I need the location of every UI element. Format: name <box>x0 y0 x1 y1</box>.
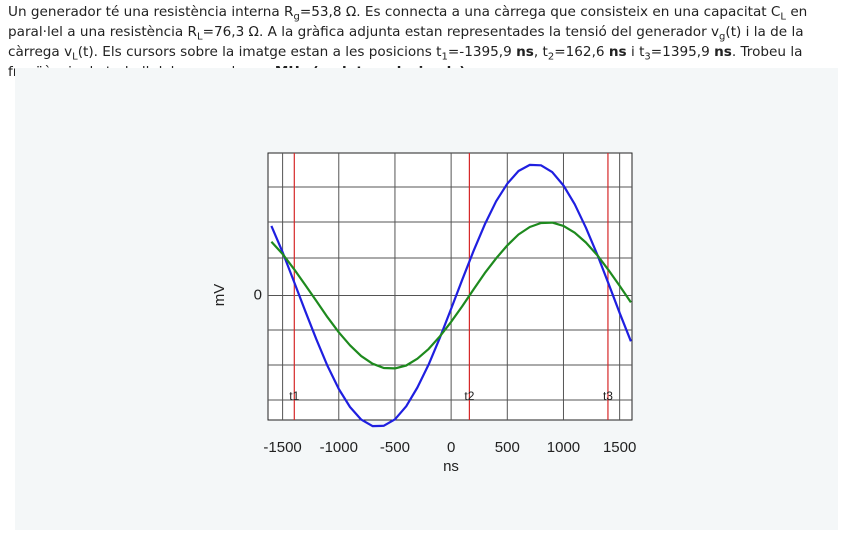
grid-decoration <box>268 186 632 401</box>
y-axis-label: mV <box>211 284 228 307</box>
cursor-label: t2 <box>464 389 474 403</box>
series-line <box>270 163 632 428</box>
x-tick-label: 1000 <box>547 439 580 456</box>
series-line <box>270 221 632 370</box>
cursor-label: t1 <box>289 389 299 403</box>
x-tick-label: 1500 <box>603 439 636 456</box>
x-tick-label: 500 <box>495 439 520 456</box>
plot-area <box>267 152 633 421</box>
y-tick-label: 0 <box>254 286 262 303</box>
x-axis-label: ns <box>443 458 459 475</box>
x-tick-label: 0 <box>447 439 455 456</box>
cursor-label: t3 <box>603 389 613 403</box>
x-tick-label: -500 <box>380 439 410 456</box>
x-tick-label: -1500 <box>263 439 301 456</box>
x-tick-label: -1000 <box>320 439 358 456</box>
